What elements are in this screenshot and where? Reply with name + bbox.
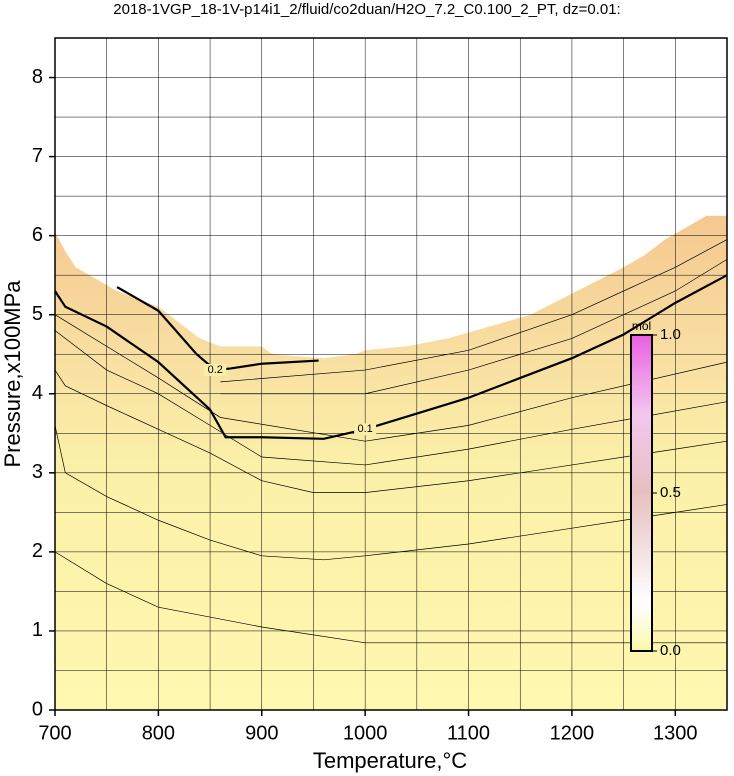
colorbar-tick-label: 0.5 xyxy=(660,484,681,501)
x-tick-label: 700 xyxy=(38,722,71,744)
y-tick-label: 1 xyxy=(32,619,43,641)
contour-line xyxy=(54,314,728,442)
x-axis-label: Temperature,°C xyxy=(313,748,467,773)
y-tick-label: 4 xyxy=(32,382,43,404)
contour-label-bg xyxy=(204,364,227,377)
y-tick-label: 7 xyxy=(32,145,43,167)
x-tick-label: 1100 xyxy=(447,722,490,744)
contour-line xyxy=(54,425,728,561)
contour-line xyxy=(54,274,728,440)
y-tick-label: 6 xyxy=(32,224,43,246)
contour-line xyxy=(54,330,728,466)
contour-label: 0.1 xyxy=(358,423,373,435)
contour-line xyxy=(54,369,728,493)
colorbar-tick-label: 0.0 xyxy=(660,642,681,659)
y-axis-label: Pressure,x100MPa xyxy=(0,280,25,468)
filled-region xyxy=(55,215,727,710)
y-tick-label: 3 xyxy=(32,461,43,483)
y-tick-label: 8 xyxy=(32,66,43,88)
x-tick-label: 1000 xyxy=(343,722,388,744)
x-tick-label: 900 xyxy=(245,722,278,744)
chart-title: 2018-1VGP_18-1V-p14i1_2/fluid/co2duan/H2… xyxy=(113,1,620,18)
y-tick-label: 5 xyxy=(32,303,43,325)
contour-line xyxy=(220,259,728,395)
x-tick-label: 1200 xyxy=(550,722,595,744)
y-tick-label: 0 xyxy=(32,698,43,720)
colorbar-tick-label: 1.0 xyxy=(660,326,681,343)
x-tick-label: 1300 xyxy=(653,722,698,744)
colorbar-label: mol xyxy=(632,319,651,333)
contour-line xyxy=(54,551,727,644)
y-tick-label: 2 xyxy=(32,540,43,562)
contour-line xyxy=(220,239,728,383)
contour-label-bg xyxy=(354,423,377,436)
x-tick-label: 800 xyxy=(142,722,175,744)
contour-label: 0.2 xyxy=(208,364,223,376)
colorbar xyxy=(630,334,653,652)
plot-frame xyxy=(54,37,728,711)
